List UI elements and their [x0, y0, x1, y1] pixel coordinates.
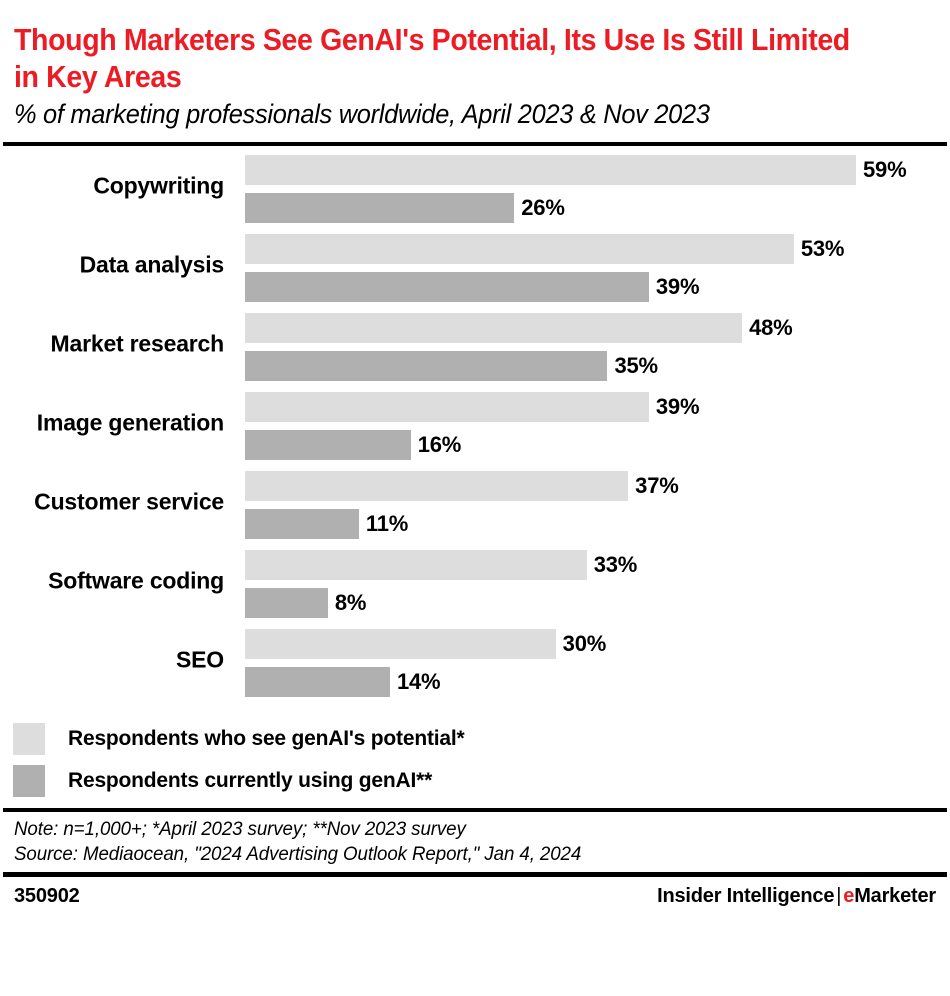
bar-pair: 37% 11%	[245, 471, 950, 540]
bar-value-label: 39%	[655, 394, 700, 420]
bar-using	[245, 667, 390, 698]
category-label: SEO	[176, 646, 224, 673]
category-label: Customer service	[34, 488, 224, 515]
bar-using	[245, 193, 515, 224]
bar-row: 26%	[245, 193, 950, 224]
chart-header: Though Marketers See GenAI's Potential, …	[0, 0, 950, 131]
bar-group: SEO 30% 14%	[0, 620, 950, 699]
bar-row: 8%	[245, 588, 950, 619]
legend-label: Respondents who see genAI's potential*	[68, 727, 465, 751]
bar-value-label: 26%	[521, 195, 565, 221]
bar-pair: 33% 8%	[245, 550, 950, 619]
category-label: Image generation	[36, 409, 224, 436]
bar-value-label: 37%	[635, 473, 679, 499]
bar-value-label: 16%	[417, 432, 462, 458]
bar-potential	[245, 471, 629, 502]
legend-label: Respondents currently using genAI**	[68, 769, 433, 793]
divider-bottom	[3, 872, 947, 878]
bar-value-label: 14%	[396, 669, 441, 695]
chart-subtitle: % of marketing professionals worldwide, …	[14, 99, 710, 130]
bar-value-label: 59%	[863, 157, 907, 183]
bar-value-label: 30%	[562, 631, 607, 657]
legend-swatch-using	[13, 765, 45, 798]
bar-row: 39%	[245, 272, 950, 303]
bar-using	[245, 272, 649, 303]
legend-swatch-potential	[13, 723, 45, 756]
page-title: Though Marketers See GenAI's Potential, …	[14, 22, 850, 94]
bar-using	[245, 351, 608, 382]
legend-item[interactable]: Respondents who see genAI's potential*	[13, 718, 950, 760]
bar-using	[245, 588, 328, 619]
bar-row: 33%	[245, 550, 950, 581]
bar-chart-plot: Copywriting 59% 26% Data analysis 53% 39% Mark…	[0, 146, 950, 712]
bar-row: 30%	[245, 629, 950, 660]
bar-potential	[245, 392, 649, 423]
bar-potential	[245, 234, 794, 265]
bar-pair: 39% 16%	[245, 392, 950, 461]
bar-value-label: 39%	[655, 274, 700, 300]
bar-group: Customer service 37% 11%	[0, 462, 950, 541]
bar-potential	[245, 550, 587, 581]
bar-potential	[245, 629, 556, 660]
bar-row: 14%	[245, 667, 950, 698]
brand-insider-intelligence: Insider Intelligence	[657, 885, 835, 908]
bar-value-label: 8%	[334, 590, 367, 616]
bar-group: Software coding 33% 8%	[0, 541, 950, 620]
brand-separator: |	[836, 885, 842, 908]
category-label: Data analysis	[79, 251, 225, 278]
bar-using	[245, 509, 359, 540]
bar-row: 48%	[245, 313, 950, 344]
bar-value-label: 33%	[593, 552, 638, 578]
category-label: Copywriting	[93, 172, 224, 199]
brand-emarketer-initial: e	[843, 885, 855, 908]
bar-row: 16%	[245, 430, 950, 461]
bar-group: Data analysis 53% 39%	[0, 225, 950, 304]
chart-legend: Respondents who see genAI's potential* Re…	[0, 718, 950, 802]
bar-pair: 30% 14%	[245, 629, 950, 698]
bar-group: Market research 48% 35%	[0, 304, 950, 383]
bar-row: 37%	[245, 471, 950, 502]
brand-emarketer-rest: Marketer	[854, 885, 936, 908]
chart-id: 350902	[14, 885, 80, 908]
bar-value-label: 11%	[365, 511, 409, 537]
legend-item[interactable]: Respondents currently using genAI**	[13, 760, 950, 802]
bar-pair: 48% 35%	[245, 313, 950, 382]
category-label: Software coding	[48, 567, 224, 594]
bar-group: Image generation 39% 16%	[0, 383, 950, 462]
bar-potential	[245, 313, 743, 344]
bar-value-label: 53%	[800, 236, 845, 262]
bar-row: 35%	[245, 351, 950, 382]
bar-row: 59%	[245, 155, 950, 186]
note-line: Note: n=1,000+; *April 2023 survey; **No…	[14, 818, 466, 841]
bar-pair: 53% 39%	[245, 234, 950, 303]
bar-row: 53%	[245, 234, 950, 265]
bar-pair: 59% 26%	[245, 155, 950, 224]
bar-value-label: 48%	[749, 315, 793, 341]
bar-row: 39%	[245, 392, 950, 423]
category-label: Market research	[50, 330, 225, 357]
source-line: Source: Mediaocean, "2024 Advertising Ou…	[14, 842, 582, 865]
bar-potential	[245, 155, 856, 186]
bar-group: Copywriting 59% 26%	[0, 146, 950, 225]
bar-row: 11%	[245, 509, 950, 540]
bar-value-label: 35%	[614, 353, 658, 379]
divider-note	[3, 808, 947, 813]
chart-notes: Note: n=1,000+; *April 2023 survey; **No…	[0, 812, 950, 866]
brand-lockup: Insider Intelligence | eMarketer	[657, 885, 936, 908]
chart-footer: 350902 Insider Intelligence | eMarketer	[0, 877, 950, 908]
divider-top	[3, 142, 947, 147]
bar-using	[245, 430, 411, 461]
